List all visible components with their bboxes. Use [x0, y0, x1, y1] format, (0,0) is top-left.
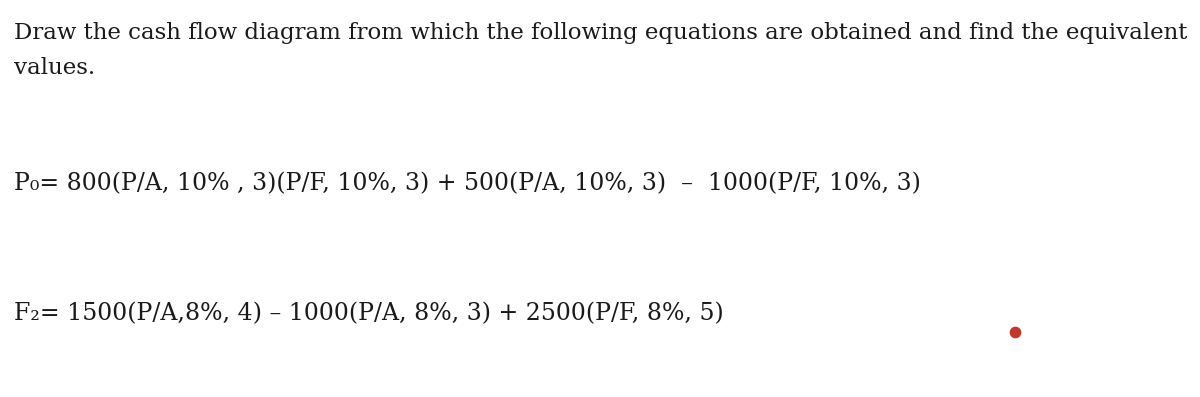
Text: Draw the cash flow diagram from which the following equations are obtained and f: Draw the cash flow diagram from which th…	[14, 22, 1187, 44]
Point	[1006, 329, 1025, 335]
Text: P₀= 800(P/A, 10% , 3)(P/F, 10%, 3) + 500(P/A, 10%, 3)  –  1000(P/F, 10%, 3): P₀= 800(P/A, 10% , 3)(P/F, 10%, 3) + 500…	[14, 172, 920, 195]
Text: F₂= 1500(P/A,8%, 4) – 1000(P/A, 8%, 3) + 2500(P/F, 8%, 5): F₂= 1500(P/A,8%, 4) – 1000(P/A, 8%, 3) +…	[14, 302, 724, 325]
Text: values.: values.	[14, 57, 95, 79]
